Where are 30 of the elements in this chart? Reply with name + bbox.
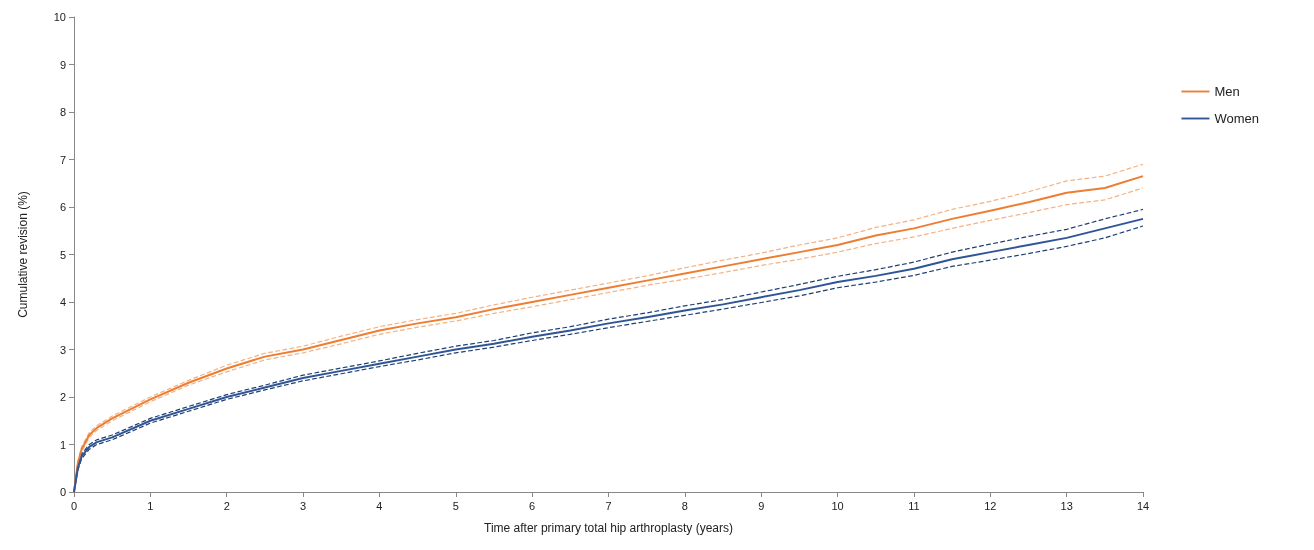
x-axis-title: Time after primary total hip arthroplasty (years) (484, 521, 733, 535)
x-tick-label: 10 (831, 499, 844, 512)
x-tick-label: 6 (529, 499, 536, 512)
y-tick-label: 3 (59, 343, 66, 356)
y-tick-label: 0 (59, 486, 66, 498)
y-tick-label: 6 (59, 201, 66, 213)
y-tick-label: 9 (59, 58, 66, 71)
y-axis-title: Cumulative revision (%) (16, 191, 30, 318)
x-tick-label: 11 (908, 499, 920, 512)
y-tick-label: 2 (59, 391, 66, 403)
y-tick-label: 4 (59, 296, 66, 308)
y-tick-label: 1 (59, 438, 66, 451)
x-tick-label: 8 (681, 499, 688, 512)
x-tick-label: 2 (223, 499, 230, 512)
y-tick-label: 7 (59, 153, 66, 166)
legend-label: Men (1214, 84, 1240, 99)
x-tick-label: 13 (1060, 499, 1073, 512)
x-tick-label: 1 (147, 499, 154, 512)
y-tick-label: 10 (53, 11, 66, 23)
x-tick-label: 0 (70, 499, 78, 512)
y-tick-label: 5 (59, 248, 66, 261)
x-tick-label: 4 (376, 499, 383, 512)
x-tick-label: 14 (1136, 499, 1150, 512)
x-tick-label: 12 (984, 499, 997, 512)
y-tick-label: 8 (59, 106, 66, 118)
x-tick-label: 5 (452, 499, 459, 512)
x-tick-label: 9 (758, 499, 765, 512)
x-tick-label: 3 (300, 499, 307, 512)
x-tick-label: 7 (605, 499, 612, 512)
legend-label: Women (1214, 111, 1260, 126)
